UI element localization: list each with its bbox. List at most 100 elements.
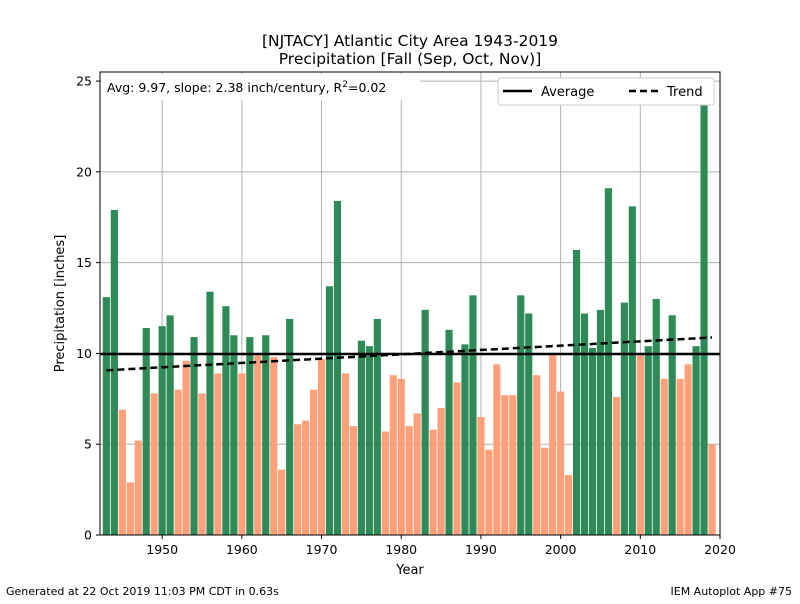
x-tick-label: 1990 — [465, 542, 497, 557]
bar-2011 — [644, 346, 652, 535]
annotation-prefix: Avg: 9.97, slope: 2.38 inch/century, R — [107, 80, 343, 95]
bar-2012 — [652, 298, 660, 535]
bar-2013 — [660, 378, 668, 535]
bar-2006 — [604, 188, 613, 535]
y-tick-label: 10 — [76, 346, 92, 361]
bar-1962 — [254, 355, 262, 535]
y-tick-label: 20 — [76, 164, 92, 179]
bar-2009 — [628, 206, 636, 535]
bar-1981 — [405, 426, 413, 535]
bar-1955 — [198, 393, 206, 535]
bar-1957 — [214, 373, 222, 535]
bar-2018 — [700, 81, 708, 535]
bar-1980 — [397, 378, 405, 535]
x-tick-label: 1950 — [146, 542, 178, 557]
bar-2010 — [636, 355, 644, 535]
bar-2001 — [565, 475, 573, 535]
trend-line — [106, 336, 713, 372]
bar-2016 — [684, 364, 692, 535]
bar-1964 — [270, 357, 278, 535]
bar-1971 — [325, 286, 334, 535]
bar-1985 — [437, 407, 445, 535]
annotation-background — [102, 74, 420, 100]
x-tick-label: 1970 — [306, 542, 338, 557]
bar-1973 — [341, 373, 350, 535]
bar-1963 — [262, 335, 270, 535]
annotation-suffix: =0.02 — [348, 80, 386, 95]
bar-1949 — [150, 393, 158, 535]
stats-annotation: Avg: 9.97, slope: 2.38 inch/century, R2=… — [102, 74, 420, 100]
bar-1960 — [238, 373, 246, 535]
bar-1999 — [549, 355, 557, 535]
bar-1970 — [317, 358, 326, 535]
bar-1990 — [477, 416, 485, 535]
bar-1995 — [517, 295, 525, 535]
bar-2000 — [557, 391, 565, 535]
annotation-text: Avg: 9.97, slope: 2.38 inch/century, R2=… — [107, 80, 386, 95]
bar-1975 — [357, 340, 365, 535]
bar-1986 — [445, 329, 453, 535]
bar-2017 — [692, 346, 700, 535]
x-tick-label: 2000 — [545, 542, 577, 557]
bar-1944 — [110, 209, 118, 535]
bar-1967 — [294, 424, 302, 535]
bars — [102, 81, 716, 535]
x-tick-label: 1980 — [385, 542, 417, 557]
bar-1968 — [302, 420, 310, 535]
bar-1992 — [493, 364, 501, 535]
app-label: IEM Autoplot App #75 — [670, 585, 793, 598]
bar-1996 — [525, 313, 533, 535]
bar-1972 — [333, 200, 342, 535]
chart-title: [NJTACY] Atlantic City Area 1943-2019 — [262, 32, 558, 50]
bar-1953 — [182, 360, 190, 535]
bar-1998 — [541, 447, 549, 535]
bar-1969 — [309, 389, 318, 535]
x-tick-label: 2020 — [704, 542, 736, 557]
bar-1956 — [206, 291, 214, 535]
bar-1997 — [533, 375, 541, 535]
legend: Average Trend — [497, 77, 715, 106]
bar-2002 — [572, 249, 581, 535]
reference-lines — [100, 336, 720, 372]
bar-2003 — [580, 313, 589, 535]
bar-2004 — [588, 347, 597, 535]
bar-2007 — [612, 397, 620, 535]
bar-1987 — [453, 382, 461, 535]
bar-1983 — [421, 309, 429, 535]
x-tick-label: 2010 — [624, 542, 656, 557]
bar-1961 — [246, 337, 254, 535]
bar-1952 — [174, 389, 182, 535]
plot-frame — [99, 71, 721, 536]
bar-1991 — [485, 449, 493, 535]
x-tick-label: 1960 — [226, 542, 258, 557]
bar-1958 — [222, 306, 230, 535]
annotation-sup: 2 — [342, 80, 348, 90]
generated-timestamp: Generated at 22 Oct 2019 11:03 PM CDT in… — [6, 585, 279, 598]
bar-1978 — [381, 431, 389, 535]
bar-1982 — [413, 413, 421, 535]
bar-1943 — [102, 297, 110, 535]
bar-1994 — [509, 395, 517, 535]
bar-2008 — [620, 302, 628, 535]
bar-1989 — [469, 295, 477, 535]
bar-2015 — [676, 378, 684, 535]
bar-1959 — [230, 335, 238, 535]
bar-1965 — [278, 469, 286, 535]
bar-1993 — [501, 395, 509, 535]
x-axis-label: Year — [395, 563, 424, 578]
bar-1988 — [461, 344, 469, 535]
y-tick-label: 15 — [76, 255, 92, 270]
bar-2014 — [668, 315, 676, 535]
legend-trend-label: Trend — [666, 85, 703, 100]
bar-1945 — [118, 409, 126, 535]
bar-1966 — [286, 318, 294, 535]
bar-1979 — [389, 375, 397, 535]
y-tick-label: 5 — [84, 437, 92, 452]
bar-1950 — [158, 326, 166, 535]
legend-box — [497, 77, 715, 106]
bar-2005 — [596, 309, 605, 535]
bar-1977 — [373, 318, 381, 535]
bar-2019 — [708, 444, 716, 535]
